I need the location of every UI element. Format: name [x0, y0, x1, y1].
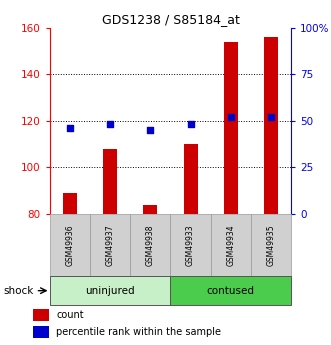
Text: GSM49936: GSM49936: [65, 224, 74, 266]
Bar: [50, 214, 90, 276]
Point: [107, 122, 113, 127]
Point: [67, 126, 72, 131]
Text: contused: contused: [207, 286, 255, 296]
Bar: [50, 276, 170, 305]
Bar: [264, 37, 278, 214]
Bar: [184, 144, 198, 214]
Text: GSM49938: GSM49938: [146, 224, 155, 266]
Text: GSM49935: GSM49935: [267, 224, 276, 266]
Text: GSM49937: GSM49937: [106, 224, 115, 266]
Bar: [211, 214, 251, 276]
Bar: [103, 149, 117, 214]
Point: [148, 127, 153, 133]
Bar: [90, 214, 130, 276]
Bar: [143, 205, 157, 214]
Bar: [33, 309, 49, 321]
Point: [268, 114, 274, 120]
Bar: [33, 326, 49, 338]
Bar: [63, 193, 77, 214]
Text: shock: shock: [3, 286, 34, 296]
Bar: [224, 41, 238, 214]
Text: GSM49934: GSM49934: [226, 224, 235, 266]
Text: percentile rank within the sample: percentile rank within the sample: [56, 327, 221, 337]
Bar: [170, 214, 211, 276]
Bar: [251, 214, 291, 276]
Title: GDS1238 / S85184_at: GDS1238 / S85184_at: [102, 13, 239, 27]
Point: [228, 114, 234, 120]
Text: count: count: [56, 310, 84, 320]
Bar: [170, 276, 291, 305]
Text: uninjured: uninjured: [85, 286, 135, 296]
Bar: [130, 214, 170, 276]
Point: [188, 122, 193, 127]
Text: GSM49933: GSM49933: [186, 224, 195, 266]
